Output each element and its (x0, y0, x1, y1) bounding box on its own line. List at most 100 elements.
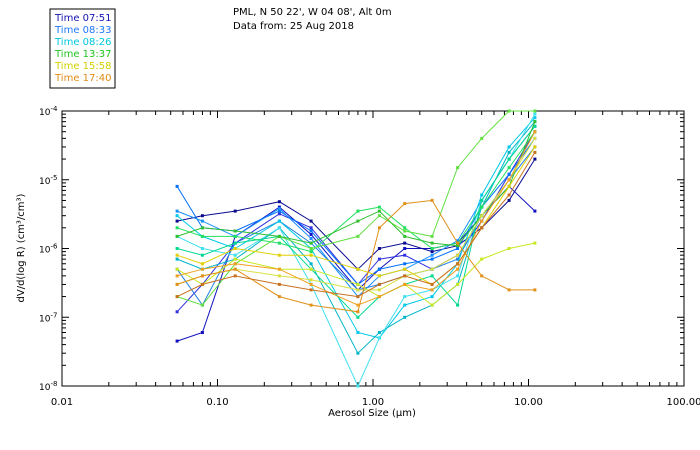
series-17 (175, 198, 537, 314)
data-point (175, 234, 179, 238)
data-point (480, 274, 484, 278)
chart-title-line2: Data from: 25 Aug 2018 (233, 21, 354, 32)
data-point (233, 253, 237, 257)
data-point (403, 229, 407, 233)
data-point (356, 331, 360, 334)
x-tick-label: 0.01 (51, 397, 73, 408)
data-point (309, 241, 313, 245)
data-point (403, 295, 407, 299)
data-point (175, 219, 179, 223)
data-point (403, 303, 407, 307)
data-point (456, 241, 460, 245)
data-point (356, 234, 360, 238)
data-point (430, 198, 434, 202)
data-point (533, 124, 537, 128)
data-point (200, 253, 204, 257)
data-point (277, 226, 281, 230)
data-point (175, 274, 179, 278)
data-point (430, 295, 434, 299)
data-point (175, 257, 179, 261)
data-point (430, 241, 434, 245)
data-point (430, 267, 434, 271)
data-point (309, 237, 313, 240)
data-point (507, 172, 511, 176)
data-point (507, 166, 511, 170)
data-point (277, 200, 281, 204)
data-point (200, 234, 204, 238)
data-point (309, 303, 313, 307)
data-point (233, 274, 237, 278)
series-line (176, 131, 536, 253)
data-point (403, 226, 407, 230)
data-point (533, 145, 537, 149)
data-point (356, 219, 360, 223)
data-point (277, 209, 281, 213)
data-point (480, 257, 484, 261)
data-point (456, 282, 460, 286)
y-tick-label: 10-6 (39, 243, 58, 256)
data-point (175, 253, 179, 257)
data-point (356, 303, 360, 307)
data-point (200, 303, 204, 307)
data-point (507, 150, 511, 154)
data-point (533, 157, 537, 161)
data-point (456, 239, 460, 243)
data-point (356, 288, 360, 292)
data-point (507, 145, 511, 149)
data-point (277, 241, 281, 245)
data-point (480, 193, 484, 197)
data-point (200, 262, 204, 266)
data-point (175, 184, 179, 188)
data-point (356, 351, 360, 355)
data-point (403, 234, 407, 238)
data-point (480, 205, 484, 209)
data-point (456, 257, 460, 261)
data-point (507, 184, 511, 188)
data-point (430, 303, 434, 307)
y-axis-label: dV/d(log R) (cm³/cm³) (16, 193, 27, 302)
data-point (309, 267, 313, 271)
series-11 (175, 130, 537, 254)
data-point (430, 247, 434, 250)
series-19 (175, 150, 537, 299)
y-tick-label: 10-5 (39, 174, 57, 187)
data-point (200, 267, 204, 271)
data-point (377, 214, 381, 218)
data-point (309, 282, 313, 286)
data-point (356, 209, 360, 213)
data-point (403, 282, 407, 286)
data-point (175, 295, 179, 299)
data-point (200, 331, 204, 334)
data-point (200, 247, 204, 250)
data-point (309, 253, 313, 257)
data-point (277, 267, 281, 271)
data-point (456, 244, 460, 248)
data-point (277, 274, 281, 278)
data-point (233, 234, 237, 238)
data-point (430, 234, 434, 238)
data-point (533, 112, 537, 116)
data-point (456, 247, 460, 250)
y-tick-label: 10-4 (39, 105, 58, 118)
x-tick-label: 10.00 (514, 397, 543, 408)
data-point (200, 226, 204, 230)
legend-entry: Time 08:26 (54, 37, 111, 48)
data-point (309, 278, 313, 282)
data-point (356, 282, 360, 286)
data-point (403, 253, 407, 257)
data-point (480, 136, 484, 140)
legend-entry: Time 07:51 (54, 13, 111, 24)
data-point (377, 226, 381, 230)
data-point (175, 226, 179, 230)
data-point (403, 241, 407, 245)
legend-entry: Time 13:37 (54, 49, 111, 60)
data-point (533, 109, 537, 113)
data-point (377, 336, 381, 340)
data-point (377, 274, 381, 278)
data-point (507, 157, 511, 161)
data-point (233, 267, 237, 271)
x-tick-label: 100.00 (667, 397, 700, 408)
series-line (176, 131, 536, 306)
y-tick-label: 10-8 (39, 380, 57, 393)
